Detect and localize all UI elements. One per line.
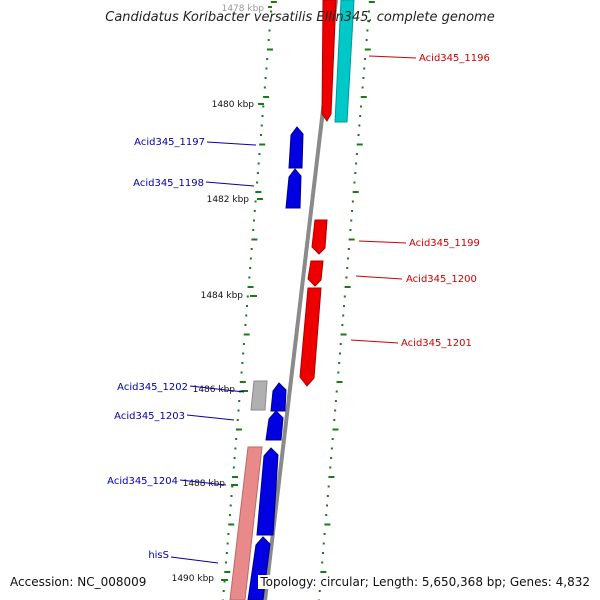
ruler-label: 1480 kbp [212,100,255,110]
gene-label-acid345-1200[interactable]: Acid345_1200 [406,274,477,285]
gene-label-acid345-1198[interactable]: Acid345_1198 [133,178,204,189]
accession-text: Accession: NC_008009 [8,575,149,589]
ruler-label: 1478 kbp [222,4,265,14]
ruler-label: 1486 kbp [193,385,236,395]
ruler-label: 1482 kbp [207,195,250,205]
gene-label-acid345-1201[interactable]: Acid345_1201 [401,338,472,349]
gene-arrow-acid345-1202[interactable] [270,382,287,412]
gene-arrow-acid345-1200[interactable] [307,260,324,287]
gene-label-hisS[interactable]: hisS [148,550,169,561]
gene-label-acid345-1197[interactable]: Acid345_1197 [134,137,205,148]
gene-label-acid345-1203[interactable]: Acid345_1203 [114,411,185,422]
gene-arrow-acid345-1196[interactable] [321,0,337,122]
gene-label-acid345-1204[interactable]: Acid345_1204 [107,476,178,487]
gene-arrow-acid345-1199[interactable] [311,219,328,255]
tick-marks-outer [317,1,375,600]
ruler-label: 1484 kbp [201,291,244,301]
rna-pink-feature[interactable] [229,446,263,600]
gene-labels-reverse: Acid345_1196 Acid345_1199 Acid345_1200 A… [350,53,490,349]
map-title: Candidatus Koribacter versatilis Ellin34… [105,10,495,25]
pseudogene-feature-acid345-1202[interactable] [250,380,268,411]
ruler-label: 1490 kbp [172,574,215,584]
gene-arrow-acid345-1204[interactable] [256,447,279,536]
genome-summary-text: Topology: circular; Length: 5,650,368 bp… [258,575,592,589]
tick-marks-inner [221,1,277,600]
rna-feature[interactable] [334,0,355,123]
gene-arrow-acid345-1201[interactable] [299,287,322,387]
gene-arrow-acid345-1197[interactable] [288,126,304,169]
ruler-label: 1488 kbp [183,479,226,489]
gene-labels-forward: Acid345_1197 Acid345_1198 Acid345_1202 A… [107,137,257,564]
gene-arrow-acid345-1203[interactable] [265,410,284,441]
gene-label-acid345-1196[interactable]: Acid345_1196 [419,53,490,64]
ruler-labels: 1478 kbp 1480 kbp 1482 kbp 1484 kbp 1486… [172,4,272,584]
gene-arrow-acid345-1198[interactable] [285,168,302,209]
gene-label-acid345-1199[interactable]: Acid345_1199 [409,238,480,249]
gene-label-acid345-1202[interactable]: Acid345_1202 [117,382,188,393]
